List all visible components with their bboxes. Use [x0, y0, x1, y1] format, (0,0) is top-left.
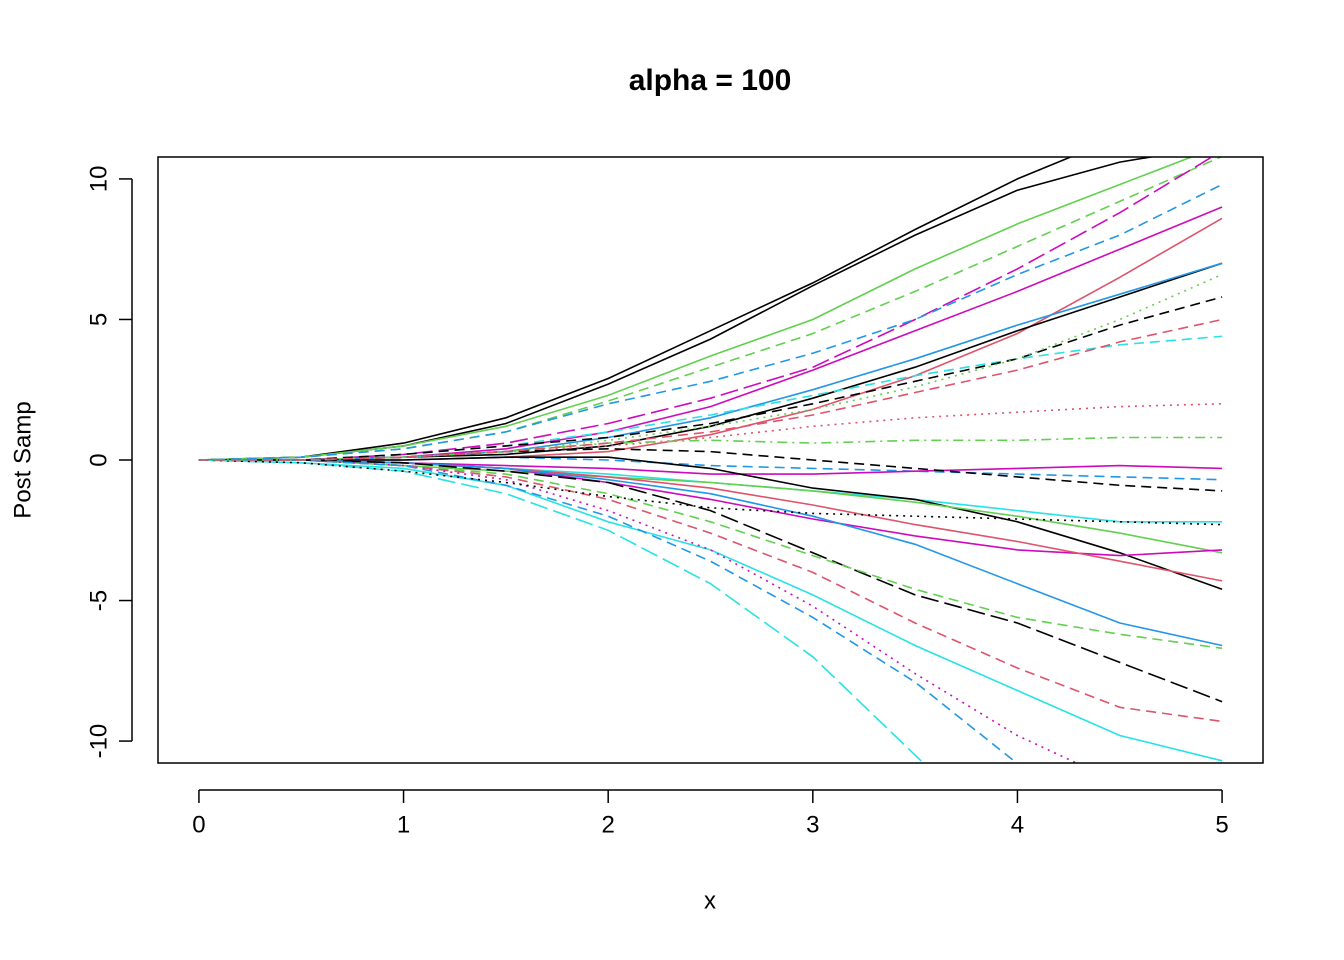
chart-title: alpha = 100 — [629, 64, 792, 97]
y-tick-label: -10 — [85, 724, 112, 759]
series-line — [198, 262, 1223, 461]
series-line — [198, 459, 1223, 582]
y-axis-label: Post Samp — [9, 401, 36, 518]
series-line — [198, 206, 1223, 461]
series-line — [198, 335, 1223, 461]
series-line — [198, 456, 1223, 591]
series-line — [198, 459, 1223, 526]
plot-lines — [198, 157, 1223, 763]
series-line — [198, 157, 1073, 461]
plot-frame — [157, 156, 1264, 764]
x-tick-label: 4 — [1011, 811, 1024, 838]
series-line — [198, 447, 1223, 492]
series-line — [198, 459, 1223, 723]
y-tick-label: 5 — [85, 313, 112, 326]
series-line — [198, 456, 1223, 481]
series-line — [198, 436, 1223, 461]
series-line — [198, 157, 1194, 461]
series-line — [198, 459, 1223, 650]
series-line — [198, 157, 1214, 461]
y-tick-label: 10 — [85, 166, 112, 193]
y-tick-label: 0 — [85, 453, 112, 466]
y-tick-label: -5 — [85, 590, 112, 611]
series-line — [198, 459, 1223, 762]
series-line — [198, 459, 1018, 763]
series-line — [198, 183, 1223, 461]
x-tick-label: 1 — [397, 811, 410, 838]
series-line — [198, 403, 1223, 461]
x-tick-label: 0 — [192, 811, 205, 838]
series-line — [198, 459, 1223, 703]
series-line — [198, 459, 1223, 523]
series-line — [198, 459, 1223, 554]
series-line — [198, 157, 1156, 461]
series-line — [198, 296, 1223, 461]
series-line — [198, 262, 1223, 461]
x-tick-label: 5 — [1215, 811, 1228, 838]
x-tick-label: 3 — [806, 811, 819, 838]
series-line — [198, 459, 925, 763]
x-axis-label: x — [704, 887, 716, 914]
series-line — [198, 318, 1223, 461]
x-tick-label: 2 — [602, 811, 615, 838]
